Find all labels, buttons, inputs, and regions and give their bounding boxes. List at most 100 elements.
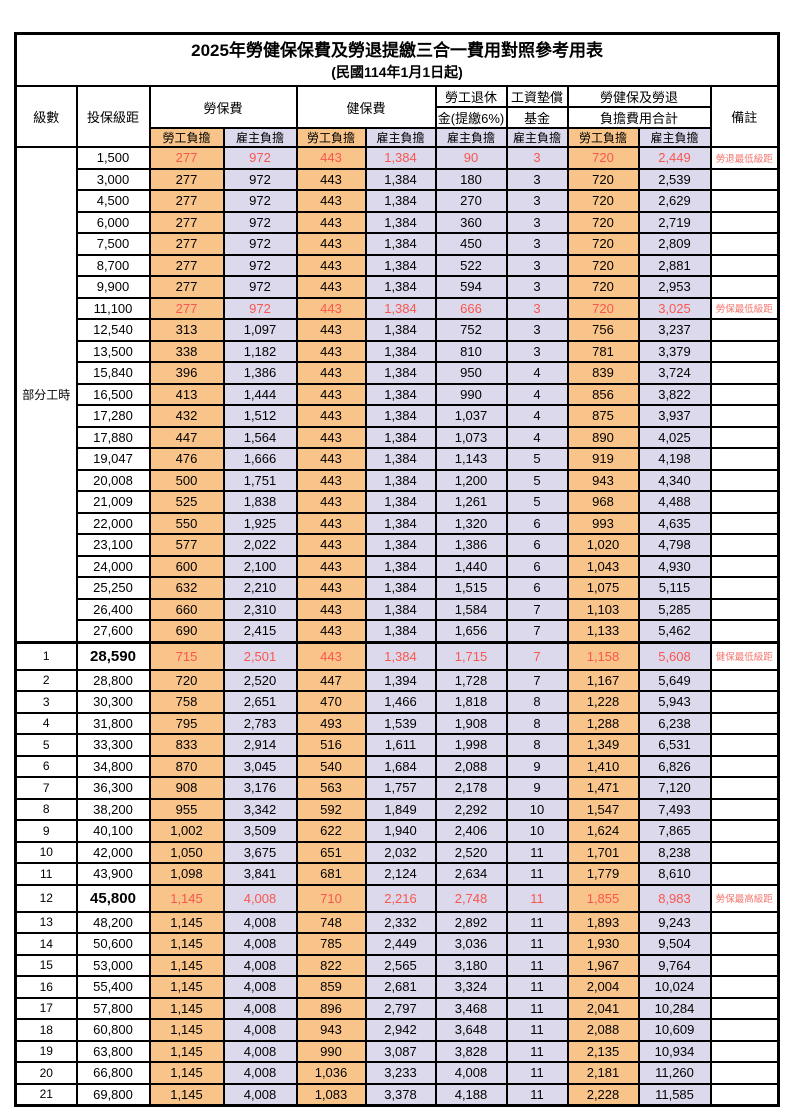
fee-cell: 2,892 bbox=[434, 910, 508, 934]
fee-cell: 10,934 bbox=[637, 1039, 712, 1063]
level-cell: 17 bbox=[14, 996, 78, 1020]
level-cell: 5 bbox=[14, 733, 78, 757]
salary-bracket-cell: 50,600 bbox=[75, 932, 151, 956]
fee-cell: 1,998 bbox=[434, 733, 508, 757]
remark-cell bbox=[709, 1061, 780, 1085]
fee-cell: 11,260 bbox=[637, 1061, 712, 1085]
fee-cell: 1,751 bbox=[222, 468, 298, 492]
fee-cell: 4,008 bbox=[222, 1018, 298, 1042]
table-row: 12,540 313 1,097 443 1,384 752 3 756 3,237 bbox=[16, 318, 780, 342]
fee-cell: 1,020 bbox=[566, 533, 640, 557]
salary-bracket-cell: 13,500 bbox=[75, 339, 151, 363]
salary-bracket-cell: 55,400 bbox=[75, 975, 151, 999]
table-row: 11 43,900 1,098 3,841 681 2,124 2,634 11 1,779 8,… bbox=[14, 862, 780, 886]
table-row: 19,047 476 1,666 443 1,384 1,143 5 919 4,198 bbox=[16, 447, 780, 471]
salary-bracket-cell: 43,900 bbox=[75, 862, 151, 886]
remark-cell bbox=[709, 776, 780, 800]
fee-cell: 660 bbox=[148, 597, 225, 621]
fee-cell: 622 bbox=[295, 819, 367, 843]
remark-cell bbox=[709, 275, 780, 299]
fee-cell: 1,444 bbox=[222, 382, 298, 406]
table-row: 19 63,800 1,145 4,008 990 3,087 3,828 11 2,135 10… bbox=[14, 1039, 780, 1063]
fee-cell: 2,539 bbox=[637, 167, 712, 191]
remark-cell bbox=[709, 361, 780, 385]
fee-cell: 3,237 bbox=[637, 318, 712, 342]
fee-cell: 810 bbox=[434, 339, 508, 363]
fee-cell: 715 bbox=[148, 640, 225, 671]
fee-cell: 443 bbox=[295, 189, 367, 213]
fee-cell: 950 bbox=[434, 361, 508, 385]
fee-cell: 2,520 bbox=[434, 840, 508, 864]
fee-cell: 2,449 bbox=[637, 146, 712, 170]
remark-cell bbox=[709, 690, 780, 714]
fee-cell: 500 bbox=[148, 468, 225, 492]
salary-bracket-cell: 12,540 bbox=[75, 318, 151, 342]
fee-cell: 1,384 bbox=[364, 619, 437, 643]
fee-cell: 516 bbox=[295, 733, 367, 757]
level-cell: 1 bbox=[14, 640, 78, 671]
fee-cell: 522 bbox=[434, 253, 508, 277]
fee-cell: 1,384 bbox=[364, 533, 437, 557]
level-cell: 8 bbox=[14, 797, 78, 821]
salary-bracket-cell: 20,008 bbox=[75, 468, 151, 492]
fee-cell: 3 bbox=[505, 210, 569, 234]
fee-cell: 2,783 bbox=[222, 711, 298, 735]
header-remark: 備註 bbox=[709, 85, 780, 148]
fee-cell: 2,228 bbox=[566, 1082, 640, 1107]
table-title: 2025年勞健保保費及勞退提繳三合一費用對照參考用表 (民國114年1月1日起) bbox=[14, 32, 780, 87]
fee-cell: 2,041 bbox=[566, 996, 640, 1020]
fee-cell: 3,180 bbox=[434, 953, 508, 977]
table-row: 20 66,800 1,145 4,008 1,036 3,233 4,008 11 2,181… bbox=[14, 1061, 780, 1085]
salary-bracket-cell: 4,500 bbox=[75, 189, 151, 213]
fee-cell: 3,828 bbox=[434, 1039, 508, 1063]
salary-bracket-cell: 17,280 bbox=[75, 404, 151, 428]
fee-cell: 3,025 bbox=[637, 296, 712, 320]
fee-cell: 2,181 bbox=[566, 1061, 640, 1085]
fee-cell: 1,083 bbox=[295, 1082, 367, 1107]
fee-cell: 6,531 bbox=[637, 733, 712, 757]
fee-cell: 470 bbox=[295, 690, 367, 714]
salary-bracket-cell: 28,590 bbox=[75, 640, 151, 671]
fee-cell: 443 bbox=[295, 597, 367, 621]
fee-cell: 1,384 bbox=[364, 490, 437, 514]
fee-cell: 447 bbox=[295, 668, 367, 692]
table-row: 6,000 277 972 443 1,384 360 3 720 2,719 bbox=[16, 210, 780, 234]
fee-cell: 1,158 bbox=[566, 640, 640, 671]
fee-cell: 1,855 bbox=[566, 883, 640, 913]
salary-bracket-cell: 60,800 bbox=[75, 1018, 151, 1042]
salary-bracket-cell: 42,000 bbox=[75, 840, 151, 864]
fee-cell: 594 bbox=[434, 275, 508, 299]
fee-cell: 1,967 bbox=[566, 953, 640, 977]
fee-cell: 1,384 bbox=[364, 554, 437, 578]
table-row: 11,100 277 972 443 1,384 666 3 720 3,025 勞保最低級距 bbox=[16, 296, 780, 320]
fee-cell: 795 bbox=[148, 711, 225, 735]
fee-cell: 1,818 bbox=[434, 690, 508, 714]
fee-cell: 4,635 bbox=[637, 511, 712, 535]
salary-bracket-cell: 40,100 bbox=[75, 819, 151, 843]
fee-cell: 3,176 bbox=[222, 776, 298, 800]
fee-cell: 681 bbox=[295, 862, 367, 886]
fee-cell: 6 bbox=[505, 554, 569, 578]
fee-cell: 1,384 bbox=[364, 447, 437, 471]
fee-cell: 3,509 bbox=[222, 819, 298, 843]
table-row: 8,700 277 972 443 1,384 522 3 720 2,881 bbox=[16, 253, 780, 277]
fee-cell: 9 bbox=[505, 776, 569, 800]
fee-cell: 476 bbox=[148, 447, 225, 471]
fee-cell: 5,285 bbox=[637, 597, 712, 621]
level-cell: 21 bbox=[14, 1082, 78, 1107]
fee-cell: 3,822 bbox=[637, 382, 712, 406]
fee-cell: 270 bbox=[434, 189, 508, 213]
fee-cell: 8,610 bbox=[637, 862, 712, 886]
fee-cell: 432 bbox=[148, 404, 225, 428]
premium-table: 2025年勞健保保費及勞退提繳三合一費用對照參考用表 (民國114年1月1日起)… bbox=[14, 32, 781, 1107]
fee-cell: 972 bbox=[222, 146, 298, 170]
fee-cell: 1,200 bbox=[434, 468, 508, 492]
fee-cell: 1,143 bbox=[434, 447, 508, 471]
fee-cell: 2,797 bbox=[364, 996, 437, 1020]
table-row: 14 50,600 1,145 4,008 785 2,449 3,036 11 1,930 9,… bbox=[14, 932, 780, 956]
table-row: 25,250 632 2,210 443 1,384 1,515 6 1,075 5,115 bbox=[16, 576, 780, 600]
remark-cell bbox=[709, 840, 780, 864]
fee-cell: 2,310 bbox=[222, 597, 298, 621]
fee-cell: 6 bbox=[505, 533, 569, 557]
remark-cell bbox=[709, 490, 780, 514]
